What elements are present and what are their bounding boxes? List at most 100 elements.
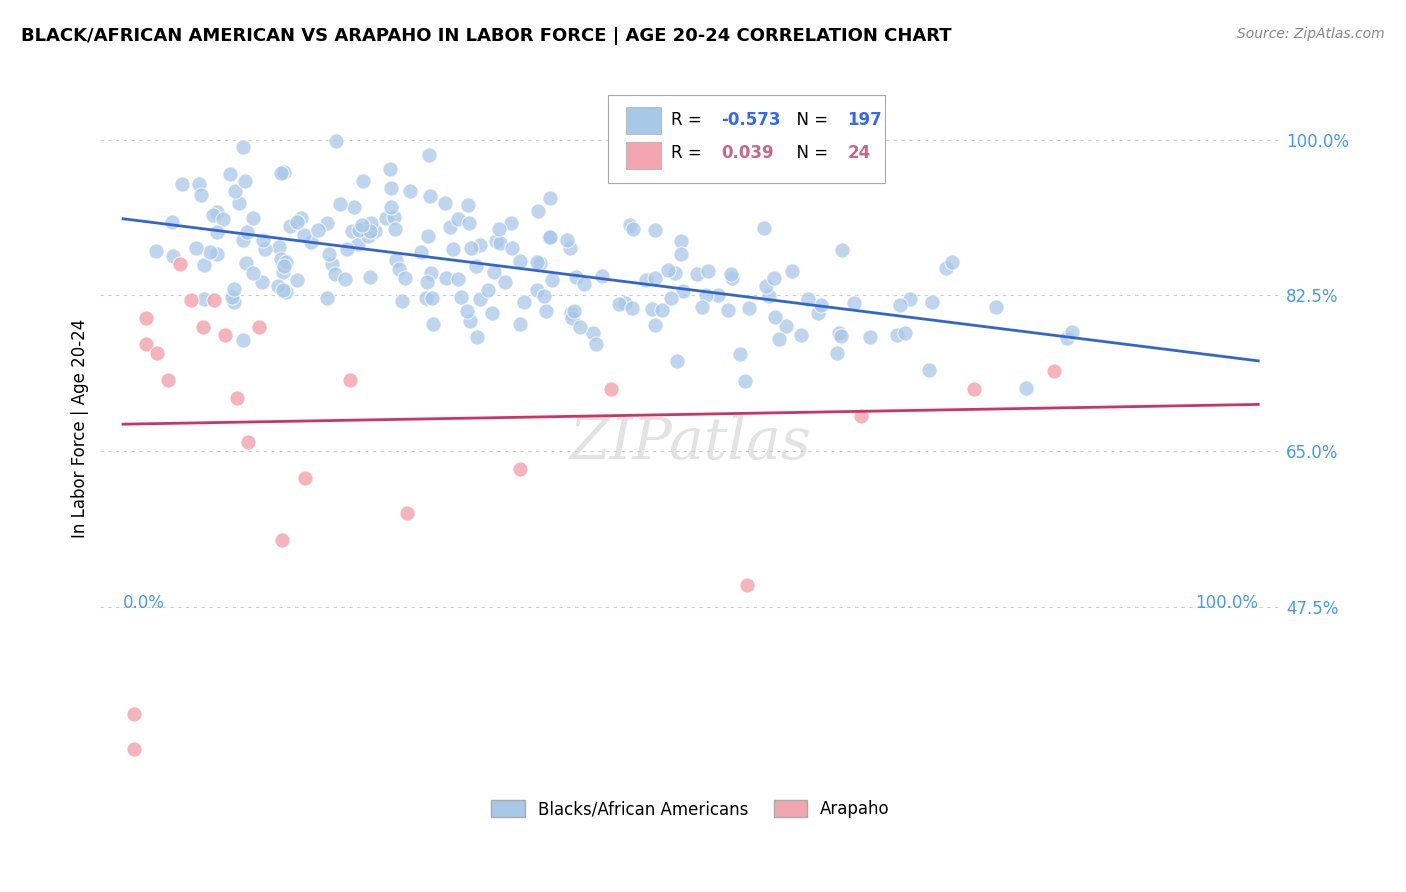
- Point: [797, 292, 820, 306]
- Point: [447, 211, 470, 226]
- Y-axis label: In Labor Force | Age 20-24: In Labor Force | Age 20-24: [72, 319, 89, 539]
- Point: [252, 233, 274, 247]
- Point: [340, 223, 363, 237]
- Point: [395, 507, 418, 521]
- Point: [347, 237, 370, 252]
- Point: [190, 188, 212, 202]
- Point: [737, 577, 759, 591]
- Point: [620, 301, 643, 315]
- Text: 0.039: 0.039: [721, 145, 773, 162]
- Point: [325, 134, 347, 148]
- Point: [941, 255, 963, 269]
- Point: [191, 319, 214, 334]
- Point: [124, 706, 146, 721]
- Point: [806, 306, 828, 320]
- Point: [529, 256, 551, 270]
- Text: BLACK/AFRICAN AMERICAN VS ARAPAHO IN LABOR FORCE | AGE 20-24 CORRELATION CHART: BLACK/AFRICAN AMERICAN VS ARAPAHO IN LAB…: [21, 27, 952, 45]
- Point: [124, 742, 146, 756]
- Point: [494, 275, 516, 289]
- Point: [509, 253, 531, 268]
- Point: [614, 296, 637, 310]
- Point: [318, 246, 340, 260]
- Point: [316, 291, 339, 305]
- Point: [509, 462, 531, 476]
- Text: N =: N =: [786, 145, 834, 162]
- Point: [193, 292, 215, 306]
- Point: [810, 298, 832, 312]
- Point: [271, 283, 294, 297]
- Point: [439, 220, 461, 235]
- Point: [664, 266, 686, 280]
- Point: [273, 165, 295, 179]
- Point: [274, 254, 297, 268]
- Point: [644, 223, 666, 237]
- Legend: Blacks/African Americans, Arapaho: Blacks/African Americans, Arapaho: [485, 793, 897, 825]
- Point: [211, 211, 233, 226]
- Point: [651, 302, 673, 317]
- Point: [290, 211, 312, 225]
- Point: [512, 294, 534, 309]
- Point: [458, 314, 481, 328]
- Point: [273, 259, 295, 273]
- Point: [450, 290, 472, 304]
- Point: [193, 258, 215, 272]
- Point: [666, 353, 689, 368]
- Point: [501, 241, 523, 255]
- Point: [378, 161, 401, 176]
- Point: [657, 263, 679, 277]
- Point: [619, 219, 641, 233]
- Point: [935, 261, 957, 276]
- Point: [135, 310, 157, 325]
- Point: [352, 218, 374, 232]
- Point: [242, 211, 264, 226]
- Point: [485, 234, 508, 248]
- Point: [278, 219, 301, 234]
- Point: [572, 277, 595, 291]
- Point: [894, 326, 917, 341]
- Point: [399, 184, 422, 198]
- Point: [274, 285, 297, 299]
- FancyBboxPatch shape: [626, 107, 661, 134]
- Point: [364, 224, 387, 238]
- Point: [285, 215, 308, 229]
- Text: Source: ZipAtlas.com: Source: ZipAtlas.com: [1237, 27, 1385, 41]
- Point: [187, 178, 209, 192]
- Point: [409, 245, 432, 260]
- Point: [672, 284, 695, 298]
- Point: [538, 191, 561, 205]
- Point: [242, 266, 264, 280]
- Point: [780, 263, 803, 277]
- Point: [228, 195, 250, 210]
- Point: [162, 248, 184, 262]
- Point: [720, 268, 742, 282]
- Point: [420, 291, 443, 305]
- Point: [1060, 325, 1083, 339]
- Point: [488, 222, 510, 236]
- Point: [294, 471, 316, 485]
- Point: [607, 296, 630, 310]
- Point: [146, 346, 169, 360]
- Point: [170, 178, 193, 192]
- Point: [536, 303, 558, 318]
- Point: [457, 198, 479, 212]
- Point: [160, 215, 183, 229]
- Point: [763, 271, 786, 285]
- Point: [384, 253, 406, 268]
- Point: [202, 293, 225, 307]
- Point: [419, 189, 441, 203]
- Point: [560, 305, 582, 319]
- Point: [222, 281, 245, 295]
- Point: [224, 184, 246, 198]
- Point: [352, 173, 374, 187]
- Text: 0.0%: 0.0%: [124, 594, 165, 612]
- Point: [828, 326, 851, 340]
- Point: [145, 244, 167, 259]
- Point: [636, 273, 658, 287]
- Point: [591, 268, 613, 283]
- Point: [886, 327, 908, 342]
- Point: [323, 267, 346, 281]
- Point: [447, 271, 470, 285]
- Point: [918, 362, 941, 376]
- Point: [717, 303, 740, 318]
- Point: [482, 265, 505, 279]
